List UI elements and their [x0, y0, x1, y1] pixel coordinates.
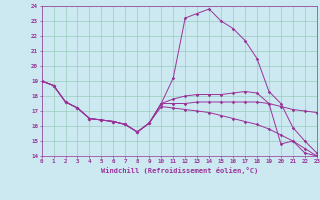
- X-axis label: Windchill (Refroidissement éolien,°C): Windchill (Refroidissement éolien,°C): [100, 167, 258, 174]
